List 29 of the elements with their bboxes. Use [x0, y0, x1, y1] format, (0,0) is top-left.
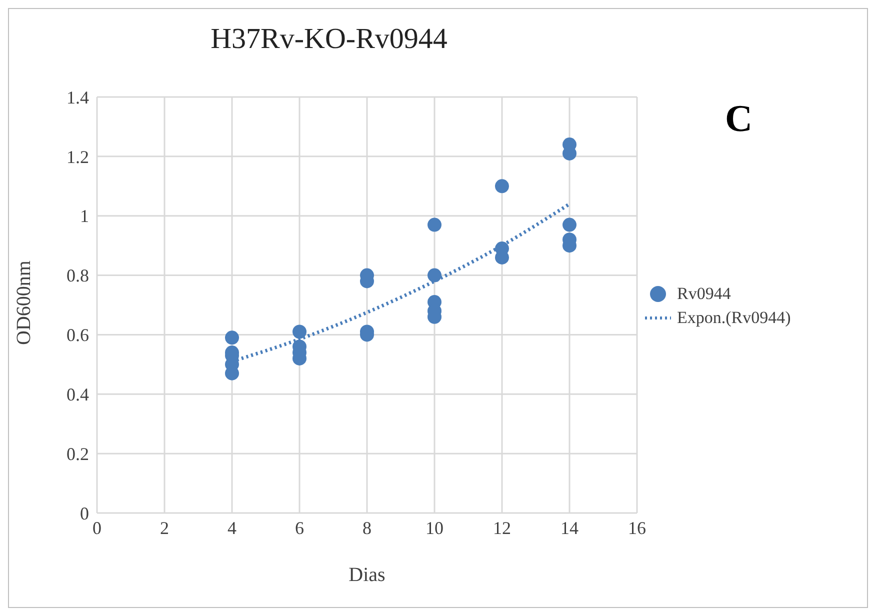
x-tick-label: 10 [426, 518, 444, 538]
x-axis-title: Dias [348, 564, 386, 586]
text: C [725, 97, 752, 141]
point [428, 268, 442, 282]
y-axis-title: OD600nm [13, 260, 36, 345]
point [292, 324, 306, 339]
x-tick-label: 4 [228, 518, 236, 538]
x-tick-label: 6 [295, 518, 304, 538]
y-tick-label: 1.4 [66, 87, 89, 108]
y-tick-label: 0.8 [66, 266, 89, 286]
y-tick-label: 1 [80, 206, 89, 226]
x-tick-label: 8 [362, 518, 372, 538]
x-tick-label: 12 [493, 518, 511, 538]
legend-label: Expon.(Rv0944) [677, 308, 791, 328]
legend-label: Rv0944 [677, 284, 731, 304]
point [428, 218, 442, 232]
y-tick-label: 0.2 [66, 444, 89, 464]
point [495, 179, 509, 194]
x-tick-label: 14 [560, 518, 578, 538]
point [225, 330, 239, 345]
y-tick-label: 0 [80, 503, 89, 524]
point [562, 218, 576, 232]
y-tick-label: 0.6 [66, 325, 89, 346]
y-tick-label: 0.4 [66, 384, 89, 405]
x-tick-label: 2 [160, 518, 169, 538]
y-tick-label: 1.2 [66, 146, 89, 167]
x-tick-label: 16 [628, 518, 646, 538]
x-tick-label: 0 [92, 518, 102, 538]
chart-title: H37Rv-KO-Rv0944 [210, 23, 448, 56]
